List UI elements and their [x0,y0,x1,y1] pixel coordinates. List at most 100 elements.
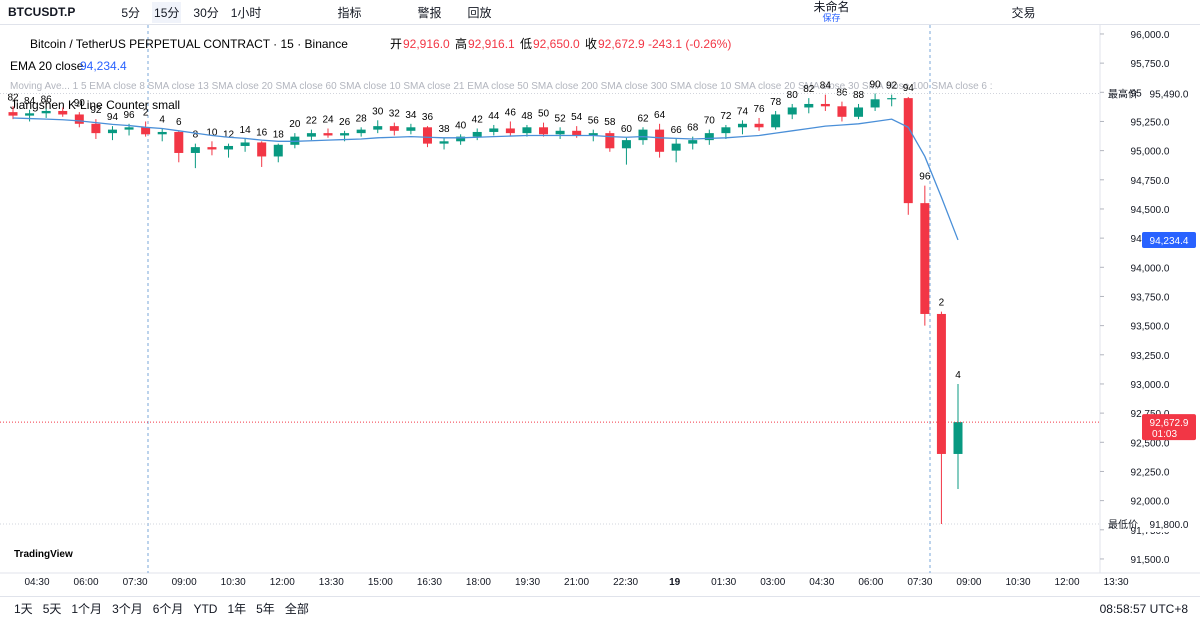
candle-body [456,136,466,142]
interval[interactable]: 5分 [121,5,141,20]
candle-body [655,129,665,152]
range-button[interactable]: 3个月 [112,602,143,616]
candle-body [439,141,449,144]
candle-body [787,107,797,115]
layout[interactable]: 未命名 保存 [807,0,855,23]
counter-label: 24 [322,114,334,125]
counter-label: 20 [289,119,301,130]
counter-label: 92 [90,105,102,116]
counter-label: 18 [273,130,285,141]
x-tick-label: 04:30 [24,577,49,588]
candle-body [903,98,913,204]
candle-body [224,145,234,150]
range-button[interactable]: 5年 [256,602,275,616]
candle-body [953,422,963,454]
indicators[interactable]: 指标 [337,5,362,20]
candle-body [8,112,18,116]
counter-label: 96 [919,172,931,183]
counter-label: 68 [687,123,699,134]
counter-label: 34 [405,110,417,121]
range-button[interactable]: 1个月 [71,602,103,616]
candle-body [406,127,416,131]
counter-label: 88 [853,90,865,101]
counter-label: 86 [836,88,848,99]
legend-counter: Jiangshen K-Line Counter small [10,98,180,112]
counter-label: 64 [654,110,666,121]
price-tag-label: 95,490.0 [1150,89,1189,100]
counter-label: 62 [637,113,649,124]
replay[interactable]: 回放 [467,5,492,20]
alert[interactable]: 警报 [417,5,442,20]
candle-body [124,127,134,130]
counter-label: 4 [955,370,961,381]
candle-body [688,140,698,144]
interval[interactable]: 30分 [193,5,219,20]
y-tick-label: 93,250.0 [1131,351,1170,362]
y-tick-label: 94,500.0 [1131,205,1170,216]
x-tick-label: 21:00 [564,577,589,588]
watermark: TradingView [14,549,73,560]
counter-label: 40 [455,120,467,131]
layout-name: 未命名 [813,0,850,14]
x-tick-label: 07:30 [907,577,932,588]
symbol[interactable]: BTCUSDT.P [8,5,76,19]
x-tick-label: 01:30 [711,577,736,588]
candle-body [340,133,350,136]
candle-body [190,147,200,153]
range-button[interactable]: 全部 [284,602,309,616]
counter-label: 80 [787,90,799,101]
candle-body [870,99,880,108]
price-tag-title: 最高价 [1108,87,1138,100]
candle-body [505,128,515,134]
candle-body [207,147,217,150]
counter-label: 70 [704,116,716,127]
range-button[interactable]: 6个月 [152,602,184,616]
price-tag [1142,85,1196,102]
x-tick-label: 13:30 [319,577,344,588]
ema-line [12,117,959,241]
counter-label: 84 [24,96,36,107]
y-tick-label: 93,750.0 [1131,292,1170,303]
x-tick-label: 12:00 [1055,577,1080,588]
counter-label: 94 [903,83,915,94]
legend-ema: EMA 20 close [10,59,84,73]
counter-label: 86 [41,95,53,106]
counter-label: 74 [737,106,749,117]
candle-body [141,127,151,135]
range-button[interactable]: 1天 [14,602,33,616]
counter-label: 28 [356,113,368,124]
candle-body [920,203,930,314]
counter-label: 46 [505,107,517,118]
candle-body [572,130,582,136]
candle-body [522,127,532,134]
x-tick-label: 18:00 [466,577,491,588]
y-tick-label: 92,250.0 [1131,467,1170,478]
x-tick-label: 19:30 [515,577,540,588]
counter-label: 96 [123,110,135,121]
trade[interactable]: 交易 [1011,5,1036,20]
candle-body [91,123,101,134]
legend-title: Bitcoin / TetherUS PERPETUAL CONTRACT · … [30,37,348,51]
save[interactable]: 保存 [822,12,841,23]
counter-label: 58 [604,117,616,128]
range-button[interactable]: YTD [193,601,218,616]
counter-label: 72 [720,111,732,122]
y-tick-label: 95,750.0 [1131,59,1170,70]
ohlc-change: -243.1 (-0.26%) [648,37,731,51]
price-tag-title: 最低价 [1108,518,1138,531]
y-tick-label: 96,000.0 [1131,30,1170,41]
price-tag [1142,231,1196,248]
counter-label: 50 [538,109,550,120]
y-tick-label: 95,250.0 [1131,117,1170,128]
interval[interactable]: 15分 [152,1,182,23]
ohlc-label: 开 [390,37,402,51]
counter-label: 90 [870,79,882,90]
candle-body [936,313,946,454]
range-button[interactable]: 1年 [227,602,247,616]
ohlc-value: 92,650.0 [533,37,580,51]
range-button[interactable]: 5天 [42,602,62,616]
interval[interactable]: 1小时 [230,5,262,20]
candle-body [854,107,864,117]
counter-label: 8 [193,130,199,141]
